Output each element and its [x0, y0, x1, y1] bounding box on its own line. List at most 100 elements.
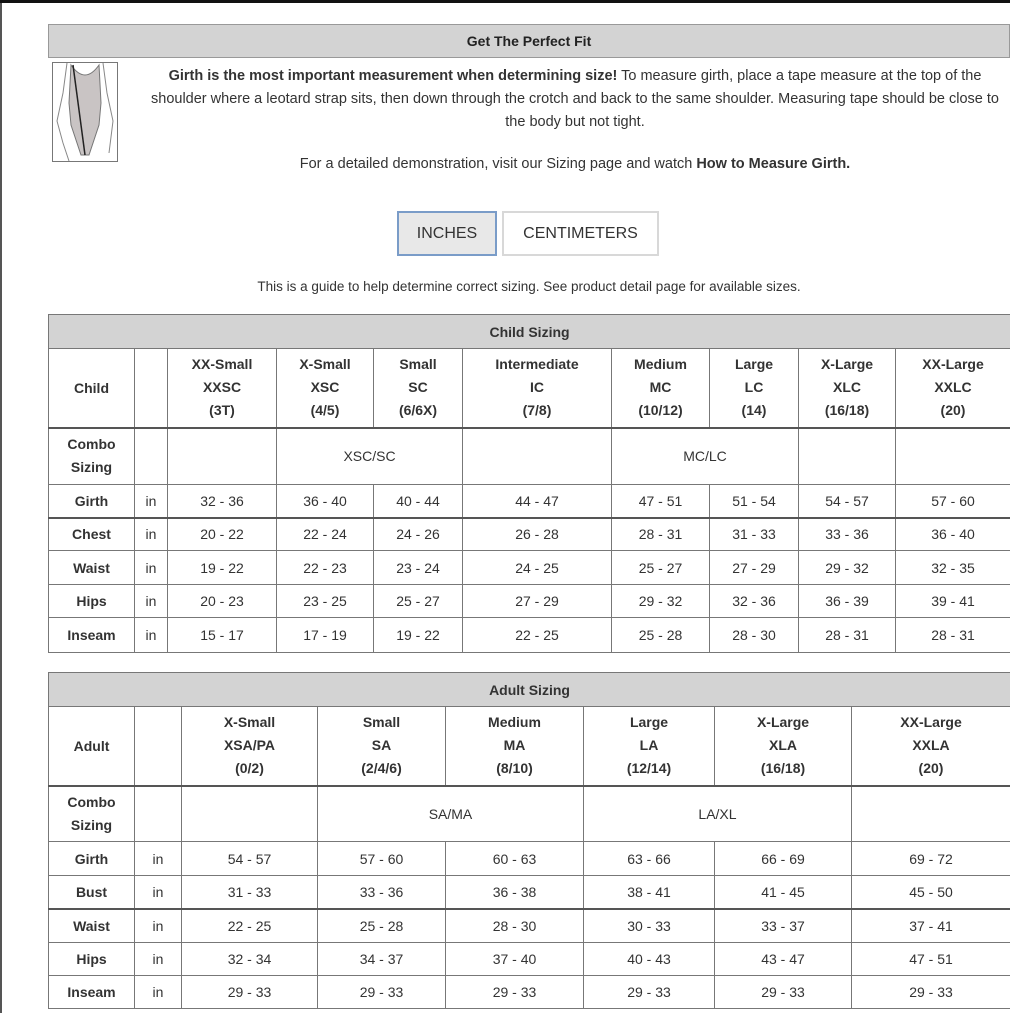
- measurement-value: 31 - 33: [182, 876, 318, 909]
- measurement-value: 37 - 40: [446, 943, 584, 976]
- centimeters-button[interactable]: CENTIMETERS: [502, 211, 659, 256]
- measurement-value: 25 - 27: [612, 551, 710, 585]
- unit-cell: in: [135, 585, 168, 618]
- girth-instructions: Girth is the most important measurement …: [140, 65, 1010, 134]
- size-code: MC: [612, 376, 709, 399]
- inches-button[interactable]: INCHES: [397, 211, 497, 256]
- measurement-value: 34 - 37: [318, 943, 446, 976]
- girth-importance: Girth is the most important measurement …: [169, 68, 618, 84]
- measurement-value: 26 - 28: [463, 518, 612, 551]
- size-name: Intermediate: [463, 353, 611, 376]
- measurement-value: 36 - 40: [896, 518, 1010, 551]
- measurement-value: 22 - 24: [277, 518, 374, 551]
- unit-cell: in: [135, 976, 182, 1009]
- measurement-label: Chest: [49, 518, 135, 551]
- size-range: (6/6X): [374, 399, 462, 422]
- measurement-value: 44 - 47: [463, 485, 612, 518]
- size-range: (14): [710, 399, 798, 422]
- unit-cell: in: [135, 909, 182, 943]
- measurement-value: 19 - 22: [374, 618, 463, 653]
- size-range: (0/2): [182, 757, 317, 780]
- measurement-value: 39 - 41: [896, 585, 1010, 618]
- combo-cell: MC/LC: [612, 428, 799, 485]
- how-to-measure-girth-link[interactable]: How to Measure Girth.: [696, 156, 850, 172]
- measurement-value: 32 - 35: [896, 551, 1010, 585]
- size-range: (3T): [168, 399, 276, 422]
- size-code: SA: [318, 734, 445, 757]
- measurement-value: 32 - 36: [168, 485, 277, 518]
- size-range: (10/12): [612, 399, 709, 422]
- measurement-value: 29 - 32: [799, 551, 896, 585]
- measurement-value: 28 - 30: [710, 618, 799, 653]
- size-code: XLC: [799, 376, 895, 399]
- unit-cell: [135, 786, 182, 842]
- measurement-value: 51 - 54: [710, 485, 799, 518]
- measurement-value: 40 - 44: [374, 485, 463, 518]
- measurement-value: 22 - 25: [463, 618, 612, 653]
- measurement-label: Inseam: [49, 976, 135, 1009]
- measurement-value: 20 - 23: [168, 585, 277, 618]
- size-code: MA: [446, 734, 583, 757]
- unit-cell: in: [135, 551, 168, 585]
- size-code: XSA/PA: [182, 734, 317, 757]
- size-code: XLA: [715, 734, 851, 757]
- size-name: XX-Large: [852, 711, 1010, 734]
- fit-header: Get The Perfect Fit: [48, 24, 1010, 58]
- window-edge: [0, 3, 2, 1013]
- measurement-value: 66 - 69: [715, 842, 852, 876]
- measurement-value: 57 - 60: [318, 842, 446, 876]
- unit-cell: in: [135, 943, 182, 976]
- table-title: Child Sizing: [49, 315, 1010, 349]
- measurement-value: 36 - 40: [277, 485, 374, 518]
- combo-label-line: Combo: [49, 433, 134, 456]
- measurement-value: 33 - 36: [318, 876, 446, 909]
- unit-cell: in: [135, 485, 168, 518]
- measurement-value: 29 - 32: [612, 585, 710, 618]
- leotard-measure-illustration: [52, 62, 118, 162]
- measurement-value: 28 - 30: [446, 909, 584, 943]
- size-code: XXLC: [896, 376, 1010, 399]
- unit-cell: [135, 428, 168, 485]
- measurement-value: 38 - 41: [584, 876, 715, 909]
- measurement-value: 36 - 38: [446, 876, 584, 909]
- measurement-value: 29 - 33: [715, 976, 852, 1009]
- size-range: (2/4/6): [318, 757, 445, 780]
- measurement-label: Inseam: [49, 618, 135, 653]
- size-name: X-Small: [182, 711, 317, 734]
- measurement-label: Bust: [49, 876, 135, 909]
- measurement-value: 22 - 23: [277, 551, 374, 585]
- size-range: (16/18): [799, 399, 895, 422]
- measurement-value: 57 - 60: [896, 485, 1010, 518]
- unit-cell: in: [135, 842, 182, 876]
- combo-cell: [896, 428, 1010, 485]
- demo-text-body: For a detailed demonstration, visit our …: [300, 156, 697, 172]
- size-range: (8/10): [446, 757, 583, 780]
- measurement-value: 29 - 33: [446, 976, 584, 1009]
- size-code: XXSC: [168, 376, 276, 399]
- size-range: (20): [852, 757, 1010, 780]
- measurement-value: 29 - 33: [318, 976, 446, 1009]
- measurement-value: 60 - 63: [446, 842, 584, 876]
- combo-cell: LA/XL: [584, 786, 852, 842]
- combo-cell: [182, 786, 318, 842]
- unit-cell: in: [135, 618, 168, 653]
- measurement-value: 36 - 39: [799, 585, 896, 618]
- unit-cell: in: [135, 876, 182, 909]
- combo-label-line: Combo: [49, 791, 134, 814]
- combo-cell: [168, 428, 277, 485]
- measurement-value: 47 - 51: [852, 943, 1010, 976]
- measurement-value: 25 - 27: [374, 585, 463, 618]
